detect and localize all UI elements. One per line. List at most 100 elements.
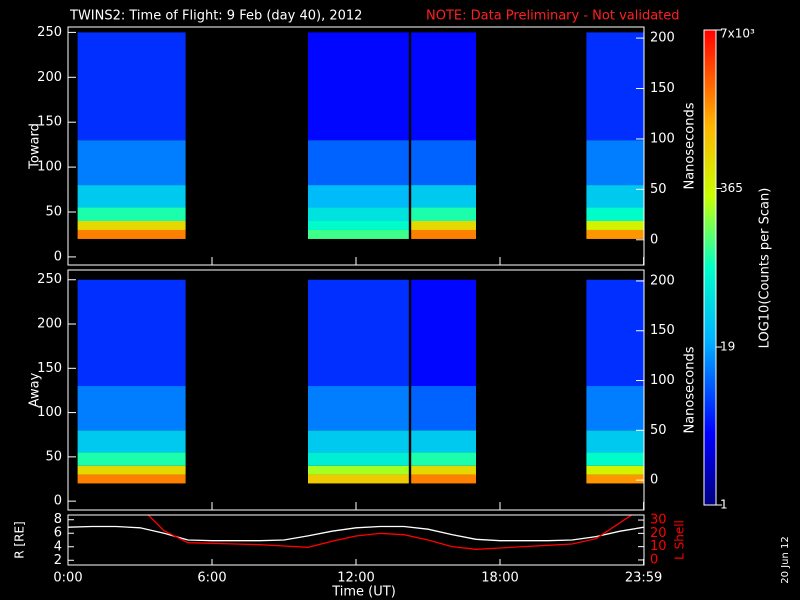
y-tick-label: 50 xyxy=(45,205,62,220)
spectrogram-cell xyxy=(77,229,186,239)
spectrogram-cell xyxy=(77,207,186,221)
spectrogram-cell xyxy=(411,185,476,208)
spectrogram-cell xyxy=(586,207,644,221)
spectrogram-cell xyxy=(411,207,476,221)
colorbar-tick-label: 7x10³ xyxy=(720,27,755,41)
x-tick-label: 18:00 xyxy=(481,571,518,586)
spectrogram-cell xyxy=(586,32,644,141)
spectrogram-cell xyxy=(77,220,186,230)
colorbar-tick-label: 1 xyxy=(720,498,728,512)
spectrogram-cell xyxy=(411,474,476,484)
spectrogram-cell xyxy=(308,32,409,141)
spectrogram-cell xyxy=(586,452,644,466)
spectrogram-cell xyxy=(77,386,186,431)
spectrogram-cell xyxy=(308,229,409,239)
y-tick-label: 0 xyxy=(54,249,62,264)
spectrogram-cell xyxy=(308,465,409,475)
y2-tick-label: 100 xyxy=(650,131,675,146)
spectrogram-cell xyxy=(77,430,186,453)
spectrogram-cell xyxy=(586,185,644,208)
spectrogram-cell xyxy=(77,465,186,475)
y-tick-label: 150 xyxy=(37,115,62,130)
spectrogram-cell xyxy=(586,474,644,484)
spectrogram-cell xyxy=(411,220,476,230)
spectrogram-cell xyxy=(411,386,476,431)
y-axis-label: R [RE] xyxy=(13,521,27,558)
y-tick-label: 2 xyxy=(54,553,62,568)
x-tick-label: 0:00 xyxy=(53,571,82,586)
y2-tick-label: 0 xyxy=(650,232,658,247)
y-tick-label: 8 xyxy=(54,512,62,527)
spectrogram-cell xyxy=(411,430,476,453)
colorbar-label: LOG10(Counts per Scan) xyxy=(758,188,773,349)
spectrogram-cell xyxy=(586,220,644,230)
spectrogram-cell xyxy=(308,220,409,230)
chart-title: TWINS2: Time of Flight: 9 Feb (day 40), … xyxy=(69,9,362,24)
y2-axis-label: L Shell xyxy=(673,520,687,560)
y2-tick-label: 150 xyxy=(650,81,675,96)
spectrogram-cell xyxy=(77,452,186,466)
y2-tick-label: 50 xyxy=(650,182,667,197)
y2-tick-label: 200 xyxy=(650,31,675,46)
spectrogram-cell xyxy=(77,474,186,484)
spectrogram-cell xyxy=(586,140,644,186)
y-tick-label: 200 xyxy=(37,70,62,85)
y2-tick-label: 100 xyxy=(650,373,675,388)
y2-axis-label: Nanoseconds xyxy=(683,102,698,189)
colorbar-tick-label: 365 xyxy=(720,181,743,195)
y2-tick-label: 200 xyxy=(650,273,675,288)
x-tick-label: 6:00 xyxy=(197,571,226,586)
spectrogram-cell xyxy=(308,386,409,431)
spectrogram-cell xyxy=(308,207,409,221)
y2-axis-label: Nanoseconds xyxy=(683,346,698,433)
y2-tick-label: 20 xyxy=(650,526,667,541)
spectrogram-cell xyxy=(77,140,186,186)
x-tick-label: 12:00 xyxy=(337,571,374,586)
y-tick-label: 250 xyxy=(37,25,62,40)
spectrogram-cell xyxy=(308,279,409,387)
spectrogram-cell xyxy=(586,386,644,431)
x-tick-label: 23:59 xyxy=(625,571,662,586)
y2-tick-label: 30 xyxy=(650,513,667,528)
spectrogram-cell xyxy=(308,474,409,484)
spectrogram-cell xyxy=(411,279,476,387)
spectrogram-cell xyxy=(586,229,644,239)
ephemeris-line xyxy=(68,525,644,542)
y-tick-label: 100 xyxy=(37,405,62,420)
spectrogram-cell xyxy=(77,32,186,141)
y-tick-label: 4 xyxy=(54,539,62,554)
spectrogram-cell xyxy=(411,32,476,141)
spectrogram-cell xyxy=(308,430,409,453)
colorbar xyxy=(703,29,717,506)
y2-tick-label: 50 xyxy=(650,423,667,438)
panel-label: Away xyxy=(28,372,43,407)
spectrogram-cell xyxy=(77,185,186,208)
spectrogram-cell xyxy=(77,279,186,387)
spectrogram-cell xyxy=(308,140,409,186)
y-tick-label: 50 xyxy=(45,449,62,464)
y-tick-label: 150 xyxy=(37,361,62,376)
y2-tick-label: 0 xyxy=(650,552,658,567)
y2-tick-label: 150 xyxy=(650,323,675,338)
y-tick-label: 200 xyxy=(37,317,62,332)
ephemeris-line xyxy=(147,515,633,550)
spectrogram-cell xyxy=(411,465,476,475)
y-tick-label: 100 xyxy=(37,160,62,175)
y-tick-label: 0 xyxy=(54,494,62,509)
x-axis-label: Time (UT) xyxy=(331,585,396,600)
spectrogram-cell xyxy=(411,140,476,186)
spectrogram-cell xyxy=(586,465,644,475)
spectrogram-cell xyxy=(308,185,409,208)
y2-tick-label: 10 xyxy=(650,539,667,554)
footer-date: 20 Jun 12 xyxy=(780,536,791,583)
spectrogram-cell xyxy=(411,452,476,466)
note: NOTE: Data Preliminary - Not validated xyxy=(426,9,680,24)
panel-label: Toward xyxy=(28,123,43,170)
y-tick-label: 6 xyxy=(54,526,62,541)
spectrogram-cell xyxy=(586,279,644,387)
y2-tick-label: 0 xyxy=(650,473,658,488)
colorbar-tick-label: 19 xyxy=(720,340,735,354)
spectrogram-cell xyxy=(586,430,644,453)
spectrogram-cell xyxy=(411,229,476,239)
